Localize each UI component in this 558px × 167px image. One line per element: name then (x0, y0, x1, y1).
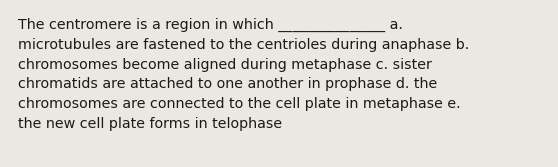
Text: The centromere is a region in which _______________ a.
microtubules are fastened: The centromere is a region in which ____… (18, 18, 469, 131)
